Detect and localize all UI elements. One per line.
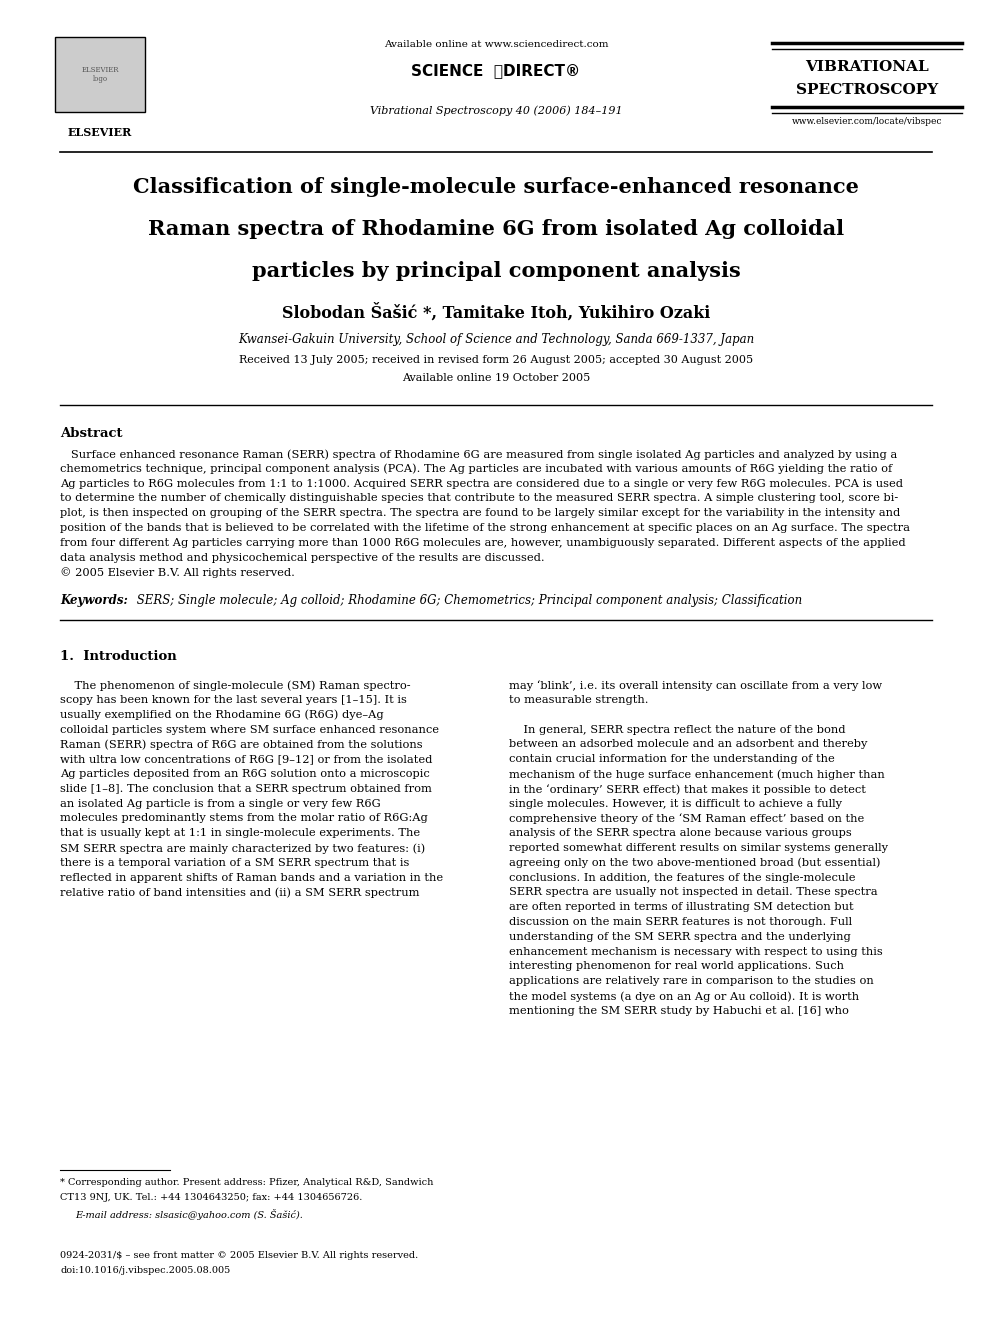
Text: relative ratio of band intensities and (ii) a SM SERR spectrum: relative ratio of band intensities and (… — [60, 888, 420, 898]
Text: Available online at www.sciencedirect.com: Available online at www.sciencedirect.co… — [384, 40, 608, 49]
Text: the model systems (a dye on an Ag or Au colloid). It is worth: the model systems (a dye on an Ag or Au … — [509, 991, 859, 1002]
Text: doi:10.1016/j.vibspec.2005.08.005: doi:10.1016/j.vibspec.2005.08.005 — [60, 1266, 230, 1275]
Text: that is usually kept at 1:1 in single-molecule experiments. The: that is usually kept at 1:1 in single-mo… — [60, 828, 421, 839]
Text: slide [1–8]. The conclusion that a SERR spectrum obtained from: slide [1–8]. The conclusion that a SERR … — [60, 783, 432, 794]
Text: The phenomenon of single-molecule (SM) Raman spectro-: The phenomenon of single-molecule (SM) R… — [60, 680, 411, 691]
Text: Available online 19 October 2005: Available online 19 October 2005 — [402, 373, 590, 382]
Text: comprehensive theory of the ‘SM Raman effect’ based on the: comprehensive theory of the ‘SM Raman ef… — [509, 814, 864, 824]
Text: colloidal particles system where SM surface enhanced resonance: colloidal particles system where SM surf… — [60, 725, 439, 734]
Text: In general, SERR spectra reflect the nature of the bond: In general, SERR spectra reflect the nat… — [509, 725, 845, 734]
Text: contain crucial information for the understanding of the: contain crucial information for the unde… — [509, 754, 834, 765]
Text: Raman spectra of Rhodamine 6G from isolated Ag colloidal: Raman spectra of Rhodamine 6G from isola… — [148, 220, 844, 239]
Text: in the ‘ordinary’ SERR effect) that makes it possible to detect: in the ‘ordinary’ SERR effect) that make… — [509, 783, 865, 795]
Text: Surface enhanced resonance Raman (SERR) spectra of Rhodamine 6G are measured fro: Surface enhanced resonance Raman (SERR) … — [60, 448, 897, 459]
Text: Vibrational Spectroscopy 40 (2006) 184–191: Vibrational Spectroscopy 40 (2006) 184–1… — [370, 105, 622, 115]
Text: single molecules. However, it is difficult to achieve a fully: single molecules. However, it is difficu… — [509, 799, 841, 808]
Text: ELSEVIER
logo: ELSEVIER logo — [81, 66, 119, 83]
Text: applications are relatively rare in comparison to the studies on: applications are relatively rare in comp… — [509, 976, 873, 986]
Text: E-mail address: slsasic@yahoo.com (S. Šašić).: E-mail address: slsasic@yahoo.com (S. Ša… — [75, 1209, 303, 1220]
Text: reflected in apparent shifts of Raman bands and a variation in the: reflected in apparent shifts of Raman ba… — [60, 873, 443, 882]
Text: SERS; Single molecule; Ag colloid; Rhodamine 6G; Chemometrics; Principal compone: SERS; Single molecule; Ag colloid; Rhoda… — [133, 594, 803, 607]
Text: particles by principal component analysis: particles by principal component analysi… — [252, 261, 740, 280]
Text: Kwansei-Gakuin University, School of Science and Technology, Sanda 669-1337, Jap: Kwansei-Gakuin University, School of Sci… — [238, 333, 754, 347]
Text: between an adsorbed molecule and an adsorbent and thereby: between an adsorbed molecule and an adso… — [509, 740, 867, 749]
Text: SPECTROSCOPY: SPECTROSCOPY — [796, 83, 938, 97]
Text: Raman (SERR) spectra of R6G are obtained from the solutions: Raman (SERR) spectra of R6G are obtained… — [60, 740, 423, 750]
Text: discussion on the main SERR features is not thorough. Full: discussion on the main SERR features is … — [509, 917, 851, 927]
Text: to determine the number of chemically distinguishable species that contribute to: to determine the number of chemically di… — [60, 493, 898, 503]
Text: Abstract: Abstract — [60, 427, 122, 441]
Text: Received 13 July 2005; received in revised form 26 August 2005; accepted 30 Augu: Received 13 July 2005; received in revis… — [239, 355, 753, 365]
Text: Classification of single-molecule surface-enhanced resonance: Classification of single-molecule surfac… — [133, 177, 859, 197]
Text: chemometrics technique, principal component analysis (PCA). The Ag particles are: chemometrics technique, principal compon… — [60, 464, 892, 475]
Text: enhancement mechanism is necessary with respect to using this: enhancement mechanism is necessary with … — [509, 946, 882, 957]
Text: there is a temporal variation of a SM SERR spectrum that is: there is a temporal variation of a SM SE… — [60, 857, 410, 868]
Text: data analysis method and physicochemical perspective of the results are discusse: data analysis method and physicochemical… — [60, 553, 545, 562]
Text: ELSEVIER: ELSEVIER — [67, 127, 132, 138]
Text: Ag particles deposited from an R6G solution onto a microscopic: Ag particles deposited from an R6G solut… — [60, 769, 430, 779]
Text: CT13 9NJ, UK. Tel.: +44 1304643250; fax: +44 1304656726.: CT13 9NJ, UK. Tel.: +44 1304643250; fax:… — [60, 1193, 362, 1203]
Text: usually exemplified on the Rhodamine 6G (R6G) dye–Ag: usually exemplified on the Rhodamine 6G … — [60, 710, 384, 720]
Text: from four different Ag particles carrying more than 1000 R6G molecules are, howe: from four different Ag particles carryin… — [60, 538, 906, 548]
Text: © 2005 Elsevier B.V. All rights reserved.: © 2005 Elsevier B.V. All rights reserved… — [60, 568, 295, 578]
Text: SCIENCE  ⓓDIRECT®: SCIENCE ⓓDIRECT® — [412, 64, 580, 78]
Text: Slobodan Šašić *, Tamitake Itoh, Yukihiro Ozaki: Slobodan Šašić *, Tamitake Itoh, Yukihir… — [282, 303, 710, 321]
Text: 1.  Introduction: 1. Introduction — [60, 650, 177, 663]
Text: mentioning the SM SERR study by Habuchi et al. [16] who: mentioning the SM SERR study by Habuchi … — [509, 1005, 848, 1016]
Text: with ultra low concentrations of R6G [9–12] or from the isolated: with ultra low concentrations of R6G [9–… — [60, 754, 433, 765]
Bar — [55, 37, 145, 112]
Text: www.elsevier.com/locate/vibspec: www.elsevier.com/locate/vibspec — [792, 116, 942, 126]
Text: VIBRATIONAL: VIBRATIONAL — [806, 60, 929, 74]
Text: scopy has been known for the last several years [1–15]. It is: scopy has been known for the last severa… — [60, 695, 407, 705]
Text: to measurable strength.: to measurable strength. — [509, 695, 648, 705]
Text: interesting phenomenon for real world applications. Such: interesting phenomenon for real world ap… — [509, 962, 843, 971]
Text: reported somewhat different results on similar systems generally: reported somewhat different results on s… — [509, 843, 888, 853]
Text: molecules predominantly stems from the molar ratio of R6G:Ag: molecules predominantly stems from the m… — [60, 814, 428, 823]
Text: 0924-2031/$ – see front matter © 2005 Elsevier B.V. All rights reserved.: 0924-2031/$ – see front matter © 2005 El… — [60, 1252, 419, 1259]
Text: plot, is then inspected on grouping of the SERR spectra. The spectra are found t: plot, is then inspected on grouping of t… — [60, 508, 901, 519]
Text: understanding of the SM SERR spectra and the underlying: understanding of the SM SERR spectra and… — [509, 931, 850, 942]
Text: may ‘blink’, i.e. its overall intensity can oscillate from a very low: may ‘blink’, i.e. its overall intensity … — [509, 680, 882, 691]
Text: conclusions. In addition, the features of the single-molecule: conclusions. In addition, the features o… — [509, 873, 855, 882]
Text: * Corresponding author. Present address: Pfizer, Analytical R&D, Sandwich: * Corresponding author. Present address:… — [60, 1177, 434, 1187]
Text: an isolated Ag particle is from a single or very few R6G: an isolated Ag particle is from a single… — [60, 799, 381, 808]
Text: Ag particles to R6G molecules from 1:1 to 1:1000. Acquired SERR spectra are cons: Ag particles to R6G molecules from 1:1 t… — [60, 479, 903, 488]
Text: Keywords:: Keywords: — [60, 594, 128, 607]
Text: agreeing only on the two above-mentioned broad (but essential): agreeing only on the two above-mentioned… — [509, 857, 880, 868]
Text: analysis of the SERR spectra alone because various groups: analysis of the SERR spectra alone becau… — [509, 828, 851, 839]
Text: position of the bands that is believed to be correlated with the lifetime of the: position of the bands that is believed t… — [60, 523, 910, 533]
Text: SERR spectra are usually not inspected in detail. These spectra: SERR spectra are usually not inspected i… — [509, 888, 877, 897]
Text: are often reported in terms of illustrating SM detection but: are often reported in terms of illustrat… — [509, 902, 853, 912]
Text: SM SERR spectra are mainly characterized by two features: (i): SM SERR spectra are mainly characterized… — [60, 843, 426, 853]
Text: mechanism of the huge surface enhancement (much higher than: mechanism of the huge surface enhancemen… — [509, 769, 884, 779]
